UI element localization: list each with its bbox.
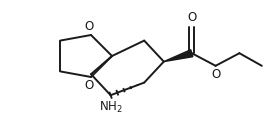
Text: O: O	[187, 11, 197, 24]
Text: O: O	[84, 79, 94, 92]
Text: NH$_2$: NH$_2$	[99, 100, 123, 115]
Text: O: O	[211, 68, 220, 81]
Polygon shape	[164, 50, 193, 62]
Text: O: O	[84, 20, 94, 33]
